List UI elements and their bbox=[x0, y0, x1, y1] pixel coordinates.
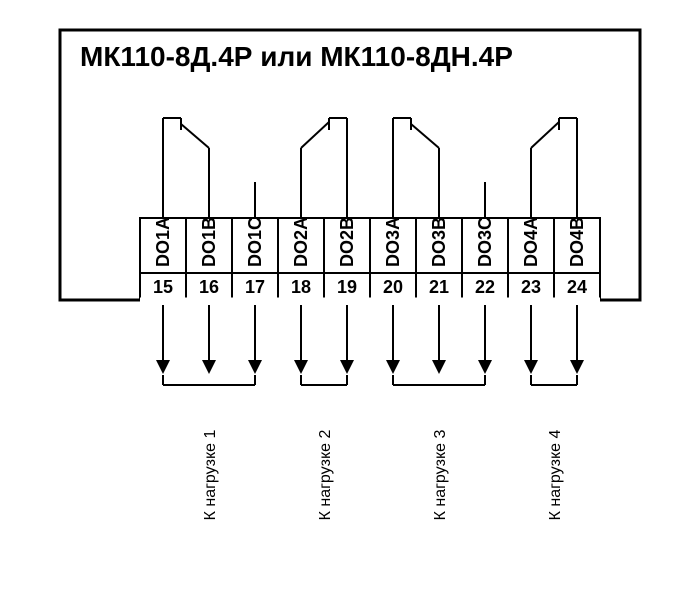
terminal-number: 16 bbox=[199, 277, 219, 297]
wiring-diagram: МК110-8Д.4Р или МК110-8ДН.4Р DO1A 15 DO1B 16… bbox=[0, 0, 700, 600]
terminal-label: DO3B bbox=[429, 217, 449, 267]
terminal-number: 23 bbox=[521, 277, 541, 297]
terminal-label: DO4B bbox=[567, 217, 587, 267]
terminal-label: DO3A bbox=[383, 217, 403, 267]
terminal-label: DO1C bbox=[245, 217, 265, 267]
load-label: К нагрузке 1 bbox=[202, 429, 219, 520]
terminal-label: DO3C bbox=[475, 217, 495, 267]
terminal-number: 19 bbox=[337, 277, 357, 297]
terminal-number: 15 bbox=[153, 277, 173, 297]
terminal-number: 22 bbox=[475, 277, 495, 297]
terminal-number: 24 bbox=[567, 277, 587, 297]
terminal-label: DO2B bbox=[337, 217, 357, 267]
load-label: К нагрузке 2 bbox=[317, 429, 334, 520]
terminal-number: 17 bbox=[245, 277, 265, 297]
terminal-number: 21 bbox=[429, 277, 449, 297]
module-title: МК110-8Д.4Р или МК110-8ДН.4Р bbox=[80, 41, 513, 72]
terminal-number: 18 bbox=[291, 277, 311, 297]
terminal-label: DO4A bbox=[521, 217, 541, 267]
terminal-label: DO1B bbox=[199, 217, 219, 267]
load-label: К нагрузке 4 bbox=[547, 429, 564, 520]
terminal-label: DO2A bbox=[291, 217, 311, 267]
load-label: К нагрузке 3 bbox=[432, 429, 449, 520]
terminal-number: 20 bbox=[383, 277, 403, 297]
terminal-label: DO1A bbox=[153, 217, 173, 267]
